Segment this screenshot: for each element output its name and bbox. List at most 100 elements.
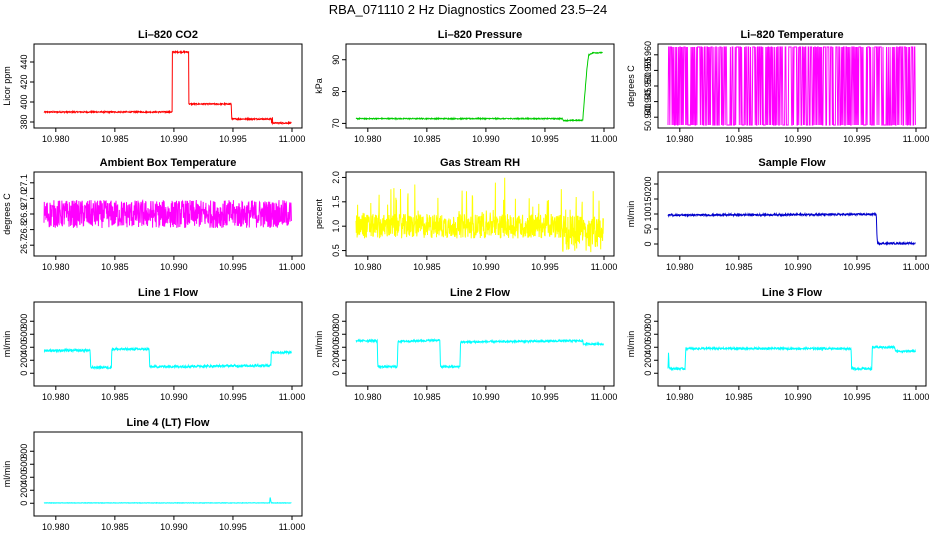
- x-tick-label: 10.980: [354, 392, 382, 402]
- y-axis-label: degrees C: [2, 193, 12, 235]
- panel-8: Line 2 Flow ml/min 10.980 10.985 10.990 10.99…: [314, 287, 617, 402]
- y-tick-label: 0: [643, 371, 653, 376]
- y-tick-label: 1.0: [331, 220, 341, 233]
- x-tick-label: 10.995: [219, 522, 247, 532]
- y-tick-label: 27.1: [19, 174, 29, 192]
- panel-10: Line 4 (LT) Flow ml/min 10.980 10.985 10.990…: [2, 417, 305, 532]
- y-tick-label: 50.960: [643, 41, 653, 69]
- y-tick-label: 26.7: [19, 236, 29, 254]
- panel-6: Sample Flow ml/min 10.980 10.985 10.990 10.99…: [626, 157, 929, 272]
- x-tick-label: 10.995: [219, 262, 247, 272]
- x-tick-label: 10.990: [160, 134, 188, 144]
- panel-title: Line 1 Flow: [138, 287, 198, 299]
- x-tick-label: 10.995: [219, 134, 247, 144]
- series-line: [667, 211, 916, 247]
- panel-2: Li–820 Pressure kPa 10.980 10.985 10.990 10.9…: [314, 29, 617, 144]
- y-axis-label: degrees C: [626, 65, 636, 107]
- y-tick-label: 50.940: [643, 103, 653, 131]
- x-tick-label: 10.985: [725, 392, 753, 402]
- y-tick-label: 200: [19, 353, 29, 368]
- y-tick-label: 150: [643, 191, 653, 206]
- y-tick-label: 800: [643, 314, 653, 329]
- x-tick-label: 10.995: [219, 392, 247, 402]
- panel-1: Li–820 CO2 Licor ppm 10.980 10.985 10.990 10.…: [2, 29, 305, 144]
- panel-title: Sample Flow: [758, 157, 826, 169]
- y-axis-label: kPa: [314, 78, 324, 94]
- y-tick-label: 0.5: [331, 244, 341, 257]
- x-tick-label: 10.980: [666, 134, 694, 144]
- plot-frame: [345, 171, 615, 257]
- x-tick-label: 10.995: [531, 392, 559, 402]
- x-tick-label: 10.990: [472, 262, 500, 272]
- y-tick-label: 80: [331, 87, 341, 97]
- x-tick-label: 10.985: [413, 134, 441, 144]
- plot-frame: [345, 301, 615, 387]
- y-tick-label: 420: [19, 74, 29, 89]
- x-tick-label: 10.985: [101, 262, 129, 272]
- x-tick-label: 10.985: [101, 522, 129, 532]
- y-axis-label: ml/min: [2, 461, 12, 488]
- plot-frame: [657, 301, 927, 387]
- y-tick-label: 800: [331, 314, 341, 329]
- x-tick-label: 10.995: [843, 392, 871, 402]
- y-axis-label: ml/min: [314, 331, 324, 358]
- panel-title: Li–820 CO2: [138, 29, 198, 41]
- x-tick-label: 10.990: [784, 392, 812, 402]
- x-tick-label: 11.000: [279, 522, 306, 532]
- series-line: [667, 344, 916, 372]
- y-tick-label: 0: [19, 371, 29, 376]
- y-tick-label: 400: [19, 94, 29, 109]
- panel-5: Gas Stream RH percent 10.980 10.985 10.990 10…: [314, 157, 617, 272]
- x-tick-label: 11.000: [279, 134, 306, 144]
- series-line: [355, 51, 603, 123]
- panel-title: Li–820 Pressure: [438, 29, 522, 41]
- y-tick-label: 800: [19, 444, 29, 459]
- y-tick-label: 2.0: [331, 171, 341, 184]
- x-tick-label: 11.000: [903, 134, 930, 144]
- panel-7: Line 1 Flow ml/min 10.980 10.985 10.990 10.99…: [2, 287, 305, 402]
- panel-9: Line 3 Flow ml/min 10.980 10.985 10.990 10.99…: [626, 287, 929, 402]
- plot-frame: [33, 431, 303, 517]
- y-tick-label: 600: [331, 327, 341, 342]
- y-tick-label: 400: [19, 470, 29, 485]
- y-tick-label: 50.945: [643, 88, 653, 116]
- y-tick-label: 800: [19, 314, 29, 329]
- y-tick-label: 400: [19, 340, 29, 355]
- series-line: [355, 177, 604, 253]
- panel-title: Ambient Box Temperature: [100, 157, 237, 169]
- y-tick-label: 50.950: [643, 72, 653, 100]
- x-tick-label: 11.000: [279, 392, 306, 402]
- figure-title: RBA_071110 2 Hz Diagnostics Zoomed 23.5–…: [328, 2, 608, 17]
- y-tick-label: 600: [643, 327, 653, 342]
- x-tick-label: 10.980: [354, 134, 382, 144]
- y-tick-label: 200: [331, 353, 341, 368]
- x-tick-label: 10.980: [42, 522, 70, 532]
- y-tick-label: 50: [643, 224, 653, 234]
- series-line: [43, 199, 292, 229]
- x-tick-label: 10.985: [725, 134, 753, 144]
- x-tick-label: 10.995: [531, 262, 559, 272]
- panel-4: Ambient Box Temperature degrees C 10.980 10…: [2, 157, 305, 272]
- x-tick-label: 11.000: [591, 134, 618, 144]
- x-tick-label: 11.000: [279, 262, 306, 272]
- y-tick-label: 50.955: [643, 57, 653, 85]
- y-tick-label: 90: [331, 55, 341, 65]
- plot-frame: [33, 301, 303, 387]
- y-tick-label: 0: [331, 371, 341, 376]
- x-tick-label: 10.980: [42, 134, 70, 144]
- y-tick-label: 600: [19, 327, 29, 342]
- y-tick-label: 400: [331, 340, 341, 355]
- y-tick-label: 200: [643, 353, 653, 368]
- panel-title: Line 3 Flow: [762, 287, 822, 299]
- y-tick-label: 0: [19, 501, 29, 506]
- series-line: [43, 346, 292, 371]
- x-tick-label: 11.000: [591, 392, 618, 402]
- y-tick-label: 70: [331, 118, 341, 128]
- y-tick-label: 0: [643, 241, 653, 246]
- x-tick-label: 10.985: [413, 262, 441, 272]
- panel-title: Li–820 Temperature: [740, 29, 843, 41]
- y-tick-label: 200: [19, 483, 29, 498]
- panel-title: Line 2 Flow: [450, 287, 510, 299]
- x-tick-label: 10.995: [843, 262, 871, 272]
